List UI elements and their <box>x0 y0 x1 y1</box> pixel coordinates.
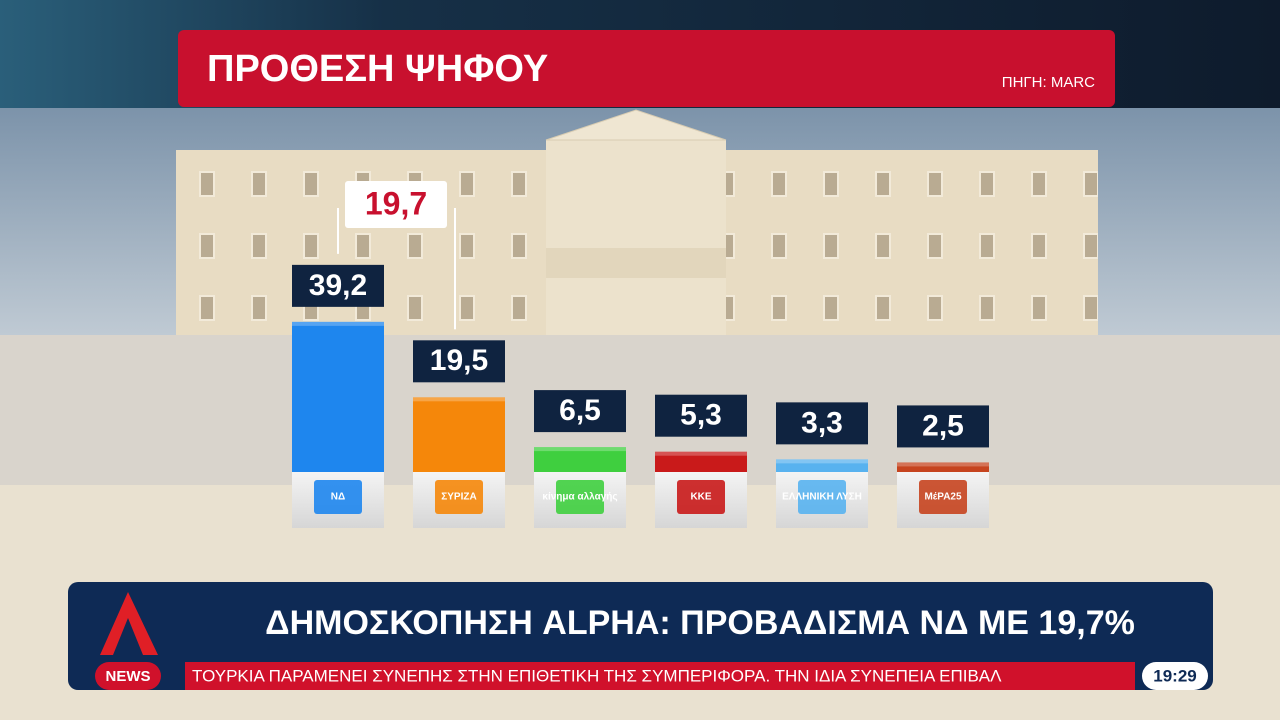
ticker-text: ΤΟΥΡΚΙΑ ΠΑΡΑΜΕΝΕΙ ΣΥΝΕΠΗΣ ΣΤΗΝ ΕΠΙΘΕΤΙΚΗ… <box>192 666 1002 685</box>
bar <box>292 321 384 472</box>
bars: 39,2 ΝΔ 19,5 ΣΥΡΙΖΑ 6,5 κίνημα αλλαγής 5,3 ΚΚΕ 3… <box>292 181 989 528</box>
party-logo-text: κίνημα αλλαγής <box>542 492 617 503</box>
bar-cap <box>292 321 384 326</box>
bar-cap <box>534 447 626 452</box>
value-box <box>776 402 868 445</box>
bar-cap <box>897 462 989 467</box>
news-pill <box>95 662 161 690</box>
value-box <box>292 264 384 307</box>
bar <box>413 397 505 472</box>
chart-title: ΠΡΟΘΕΣΗ ΨΗΦΟΥ <box>207 48 548 90</box>
value-label: 2,5 <box>922 409 964 442</box>
clock-pill <box>1142 662 1208 690</box>
news-label: NEWS <box>106 668 151 685</box>
bar-cap <box>776 459 868 464</box>
value-box <box>534 390 626 433</box>
bar <box>655 451 747 472</box>
value-label: 6,5 <box>559 394 601 427</box>
bar <box>776 459 868 472</box>
logo-mark <box>798 480 846 514</box>
annotation-label: 19,7 <box>365 185 427 221</box>
plaza-wall <box>0 335 1280 485</box>
logo-mark <box>556 480 604 514</box>
channel-logo <box>100 592 158 655</box>
party-logo-text: ΚΚΕ <box>690 492 711 503</box>
value-box <box>413 340 505 383</box>
bar-cap <box>413 397 505 402</box>
logo-mark <box>314 480 362 514</box>
clock: 19:29 <box>1153 666 1196 685</box>
value-box <box>655 394 747 437</box>
value-label: 19,5 <box>430 344 488 377</box>
party-logo-text: ΝΔ <box>331 492 345 503</box>
value-label: 39,2 <box>309 269 367 302</box>
source: ΠΗΓΗ: MARC <box>1002 74 1095 91</box>
logo-mark <box>919 480 967 514</box>
party-logo-text: ΣΥΡΙΖΑ <box>441 492 476 503</box>
value-box <box>897 405 989 448</box>
value-label: 5,3 <box>680 399 722 432</box>
value-label: 3,3 <box>801 406 843 439</box>
headline: ΔΗΜΟΣΚΟΠΗΣΗ ALPHA: ΠΡΟΒΑΔΙΣΜΑ ΝΔ ΜΕ 19,7… <box>265 604 1135 642</box>
party-logo-text: ΜέΡΑ25 <box>924 492 962 503</box>
party-logo-text: ΕΛΛΗΝΙΚΗ ΛΥΣΗ <box>782 492 862 503</box>
bar <box>534 447 626 472</box>
bar <box>897 462 989 472</box>
bar-cap <box>655 451 747 456</box>
logo-mark <box>435 480 483 514</box>
annotation-box <box>345 181 447 228</box>
logo-mark <box>677 480 725 514</box>
title-bar <box>178 30 1115 107</box>
ticker-bar <box>185 662 1135 690</box>
